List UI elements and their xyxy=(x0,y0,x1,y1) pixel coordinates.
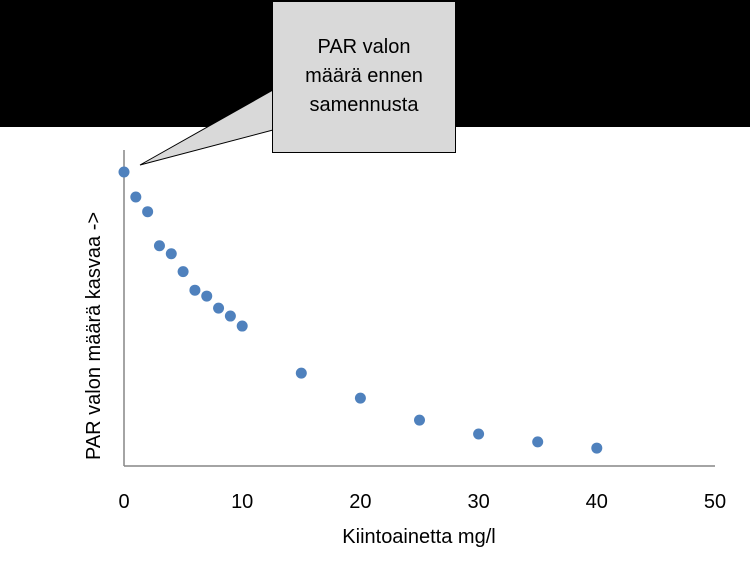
data-point xyxy=(153,240,165,252)
data-point xyxy=(213,302,225,314)
data-point xyxy=(130,191,142,203)
data-point xyxy=(473,428,485,440)
callout-pointer xyxy=(139,89,274,166)
x-tick-label: 50 xyxy=(704,491,726,513)
data-point xyxy=(295,367,307,379)
data-point xyxy=(201,290,213,302)
x-tick-label: 30 xyxy=(467,491,489,513)
x-tick-label: 40 xyxy=(586,491,608,513)
callout-annotation: PAR valon määrä ennen samennusta xyxy=(272,1,456,153)
data-point xyxy=(142,206,154,218)
x-tick-labels: 0 10 20 30 40 50 xyxy=(118,491,726,513)
data-point xyxy=(224,310,236,322)
data-point xyxy=(189,284,201,296)
x-tick-label: 0 xyxy=(118,491,129,513)
data-points xyxy=(118,166,603,454)
x-tick-label: 20 xyxy=(349,491,371,513)
data-point xyxy=(177,266,189,278)
data-point xyxy=(414,414,425,426)
data-point xyxy=(354,392,366,404)
data-point xyxy=(165,248,177,260)
x-tick-label: 10 xyxy=(231,491,253,513)
data-point xyxy=(591,442,603,454)
data-point xyxy=(532,436,544,448)
data-point xyxy=(118,166,130,178)
callout-text: PAR valon määrä ennen samennusta xyxy=(305,35,423,116)
axes xyxy=(123,150,715,467)
y-axis-label: PAR valon määrä kasvaa -> xyxy=(83,212,105,460)
x-axis-label: Kiintoainetta mg/l xyxy=(342,526,495,548)
data-point xyxy=(236,320,248,332)
